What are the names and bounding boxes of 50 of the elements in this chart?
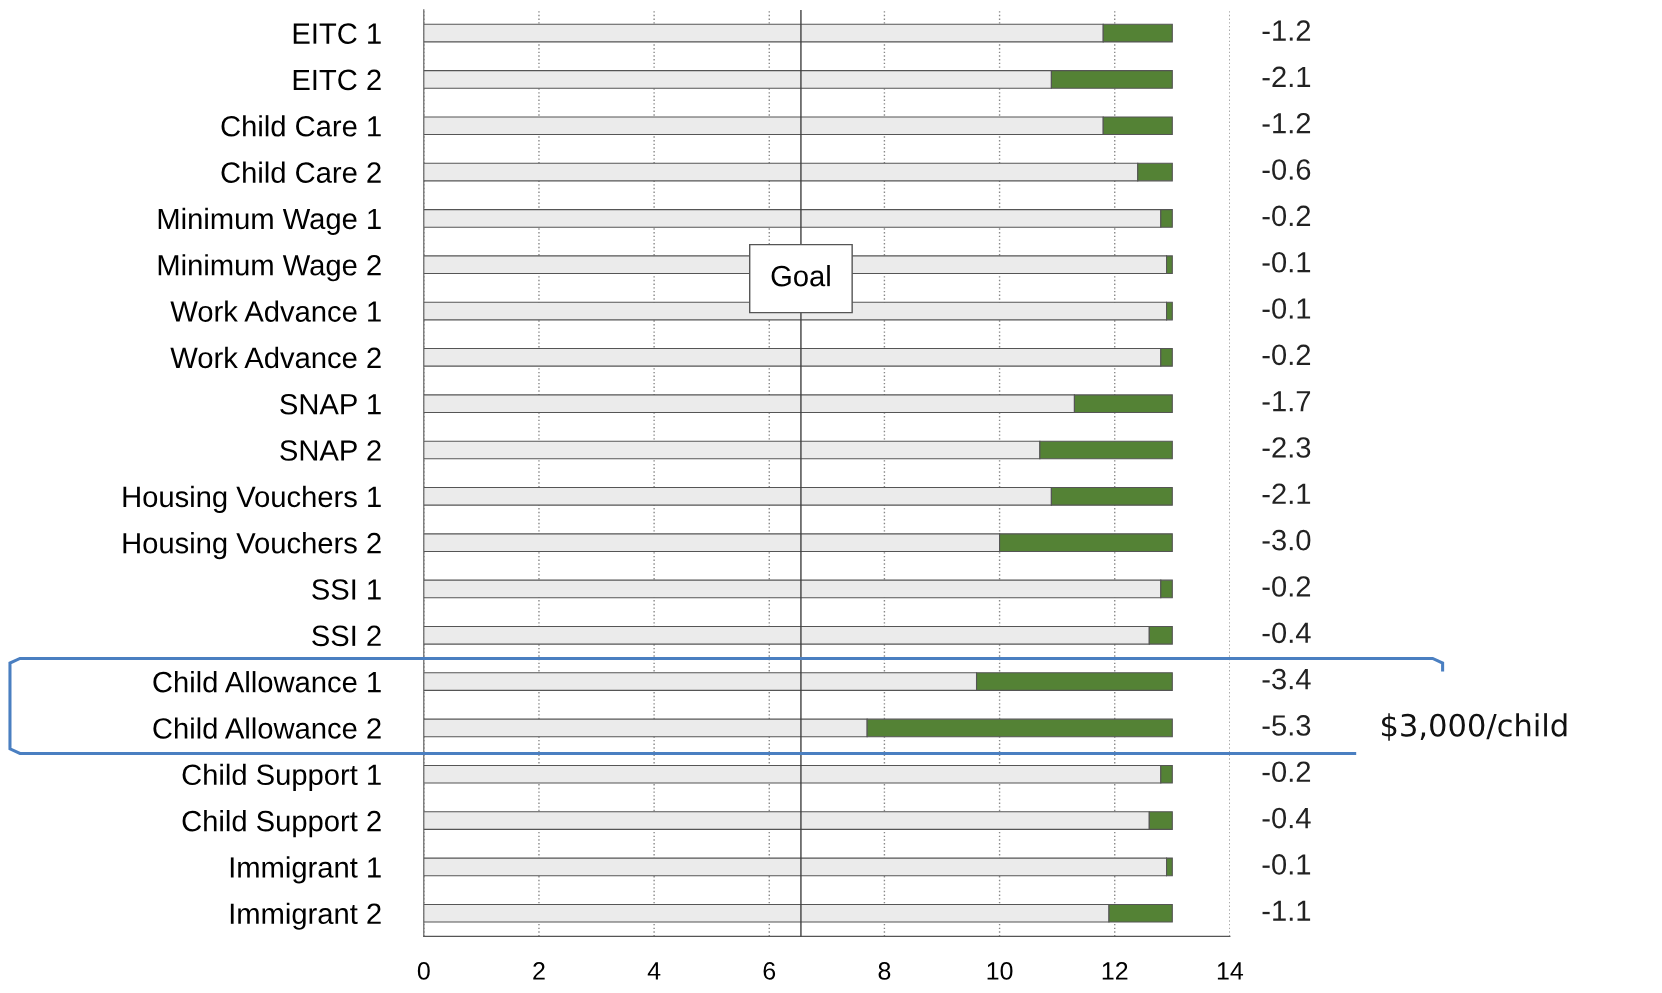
- x-tick-label: 2: [533, 962, 545, 980]
- text: -0.1: [1262, 298, 1311, 319]
- y-tick-label: Child Support 1: [182, 763, 381, 791]
- text: -0.1: [1262, 854, 1311, 875]
- text: $3,000/child: [1382, 713, 1567, 741]
- x-tick-label: 10: [987, 962, 1013, 980]
- text: -0.2: [1262, 576, 1311, 597]
- y-tick-label: Immigrant 1: [230, 856, 381, 884]
- text: -0.2: [1262, 761, 1311, 783]
- text: -1.2: [1262, 20, 1311, 41]
- text: -1.7: [1262, 391, 1311, 412]
- text: -0.2: [1262, 344, 1311, 366]
- text: -0.1: [1262, 251, 1311, 273]
- y-tick-label: Child Care 2: [221, 161, 381, 183]
- y-tick-label: SNAP 1: [280, 393, 381, 415]
- y-tick-label: EITC 1: [293, 23, 381, 44]
- x-tick-label: 14: [1217, 962, 1244, 980]
- y-tick-label: Minimum Wage 2: [158, 254, 381, 282]
- text: -0.2: [1262, 205, 1311, 227]
- y-tick-label: SSI 1: [312, 579, 381, 600]
- text: -3.0: [1262, 529, 1311, 551]
- text: -1.2: [1262, 112, 1311, 134]
- text: -1.1: [1262, 900, 1311, 921]
- y-tick-label: Child Support 2: [182, 810, 381, 838]
- ref-line-label: Goal: [771, 265, 830, 287]
- x-tick-label: 0: [417, 962, 430, 980]
- text: -0.4: [1262, 622, 1311, 644]
- y-tick-label: Housing Vouchers 2: [123, 532, 381, 560]
- y-tick-label: Child Allowance 2: [153, 717, 381, 739]
- y-tick-label: SSI 2: [312, 625, 381, 647]
- text: -0.4: [1262, 807, 1311, 829]
- y-tick-label: Child Care 1: [221, 115, 381, 137]
- x-tick-label: 6: [763, 962, 776, 980]
- text: -2.3: [1262, 437, 1311, 458]
- y-tick-label: Child Allowance 1: [153, 671, 381, 693]
- x-tick-label: 4: [647, 962, 661, 980]
- y-tick-label: Work Advance 1: [170, 300, 381, 322]
- text: -5.3: [1262, 715, 1311, 736]
- y-tick-label: Housing Vouchers 1: [123, 485, 381, 513]
- y-tick-label: Work Advance 2: [170, 346, 381, 369]
- x-tick-label: 12: [1102, 962, 1128, 980]
- text: -3.4: [1262, 668, 1311, 690]
- y-tick-label: SNAP 2: [280, 440, 381, 461]
- x-tick-label: 8: [878, 962, 891, 980]
- text: -0.6: [1262, 159, 1311, 180]
- text: -2.1: [1262, 483, 1311, 504]
- y-tick-label: Immigrant 2: [230, 902, 381, 930]
- text: -2.1: [1262, 66, 1311, 87]
- y-tick-label: Minimum Wage 1: [158, 207, 381, 236]
- y-tick-label: EITC 2: [293, 69, 381, 91]
